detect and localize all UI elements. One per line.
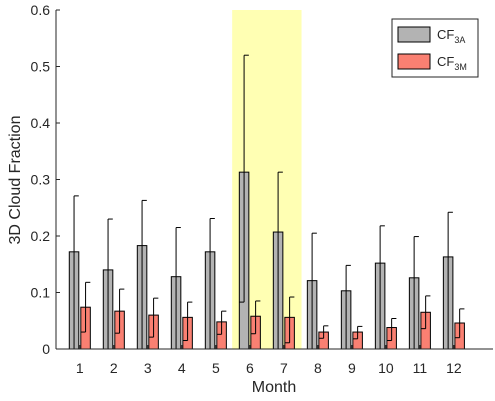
x-tick-label: 6 bbox=[246, 360, 254, 376]
x-tick-label: 7 bbox=[280, 360, 288, 376]
x-axis-title: Month bbox=[252, 379, 296, 396]
y-tick-label: 0.2 bbox=[31, 228, 51, 244]
ticks-layer: 00.10.20.30.40.50.61 2 3 4 5 6 7 8 9 10 11 12 bbox=[31, 2, 462, 376]
error-bar-cf3m-11 bbox=[420, 295, 431, 330]
errors-layer bbox=[69, 54, 465, 350]
error-bar-cf3m-4 bbox=[182, 301, 193, 342]
legend: CF3A CF3M bbox=[391, 18, 479, 78]
legend-swatch-cf3m bbox=[397, 53, 431, 70]
error-bar-cf3m-6 bbox=[250, 300, 261, 335]
y-tick-label: 0.3 bbox=[31, 172, 51, 188]
legend-label-cf3a: CF3A bbox=[437, 27, 465, 45]
error-bar-cf3m-9 bbox=[352, 325, 363, 340]
error-bar-cf3m-5 bbox=[216, 310, 227, 335]
error-bar-cf3m-1 bbox=[80, 281, 91, 333]
legend-label-cf3m-sub: 3M bbox=[454, 62, 467, 72]
error-bar-cf3m-12 bbox=[454, 308, 465, 339]
x-tick-label: 2 bbox=[110, 360, 118, 376]
error-bar-cf3m-10 bbox=[386, 317, 397, 342]
y-tick-label: 0.1 bbox=[31, 285, 51, 301]
x-tick-label: 10 bbox=[378, 360, 394, 376]
y-tick-label: 0.6 bbox=[31, 2, 51, 18]
error-bar-cf3m-7 bbox=[284, 296, 295, 344]
legend-label-cf3a-main: CF bbox=[437, 27, 454, 42]
x-tick-label: 9 bbox=[348, 360, 356, 376]
x-tick-label: 5 bbox=[212, 360, 220, 376]
error-bar-cf3m-2 bbox=[114, 288, 125, 334]
x-tick-label: 8 bbox=[314, 360, 322, 376]
x-tick-label: 12 bbox=[446, 360, 462, 376]
x-tick-label: 3 bbox=[144, 360, 152, 376]
y-tick-label: 0 bbox=[42, 341, 50, 357]
error-bar-cf3m-8 bbox=[318, 325, 329, 339]
legend-label-cf3a-sub: 3A bbox=[454, 35, 465, 45]
legend-swatch-cf3a bbox=[397, 26, 431, 43]
y-tick-label: 0.5 bbox=[31, 59, 51, 75]
legend-label-cf3m-main: CF bbox=[437, 54, 454, 69]
y-tick-label: 0.4 bbox=[31, 115, 51, 131]
error-bar-cf3m-3 bbox=[148, 297, 159, 338]
error-bar-cf3a-6 bbox=[239, 54, 249, 303]
legend-label-cf3m: CF3M bbox=[437, 54, 467, 72]
x-tick-label: 4 bbox=[178, 360, 186, 376]
x-tick-label: 1 bbox=[76, 360, 84, 376]
x-tick-label: 11 bbox=[413, 360, 428, 376]
y-axis-title: 3D Cloud Fraction bbox=[7, 116, 24, 245]
